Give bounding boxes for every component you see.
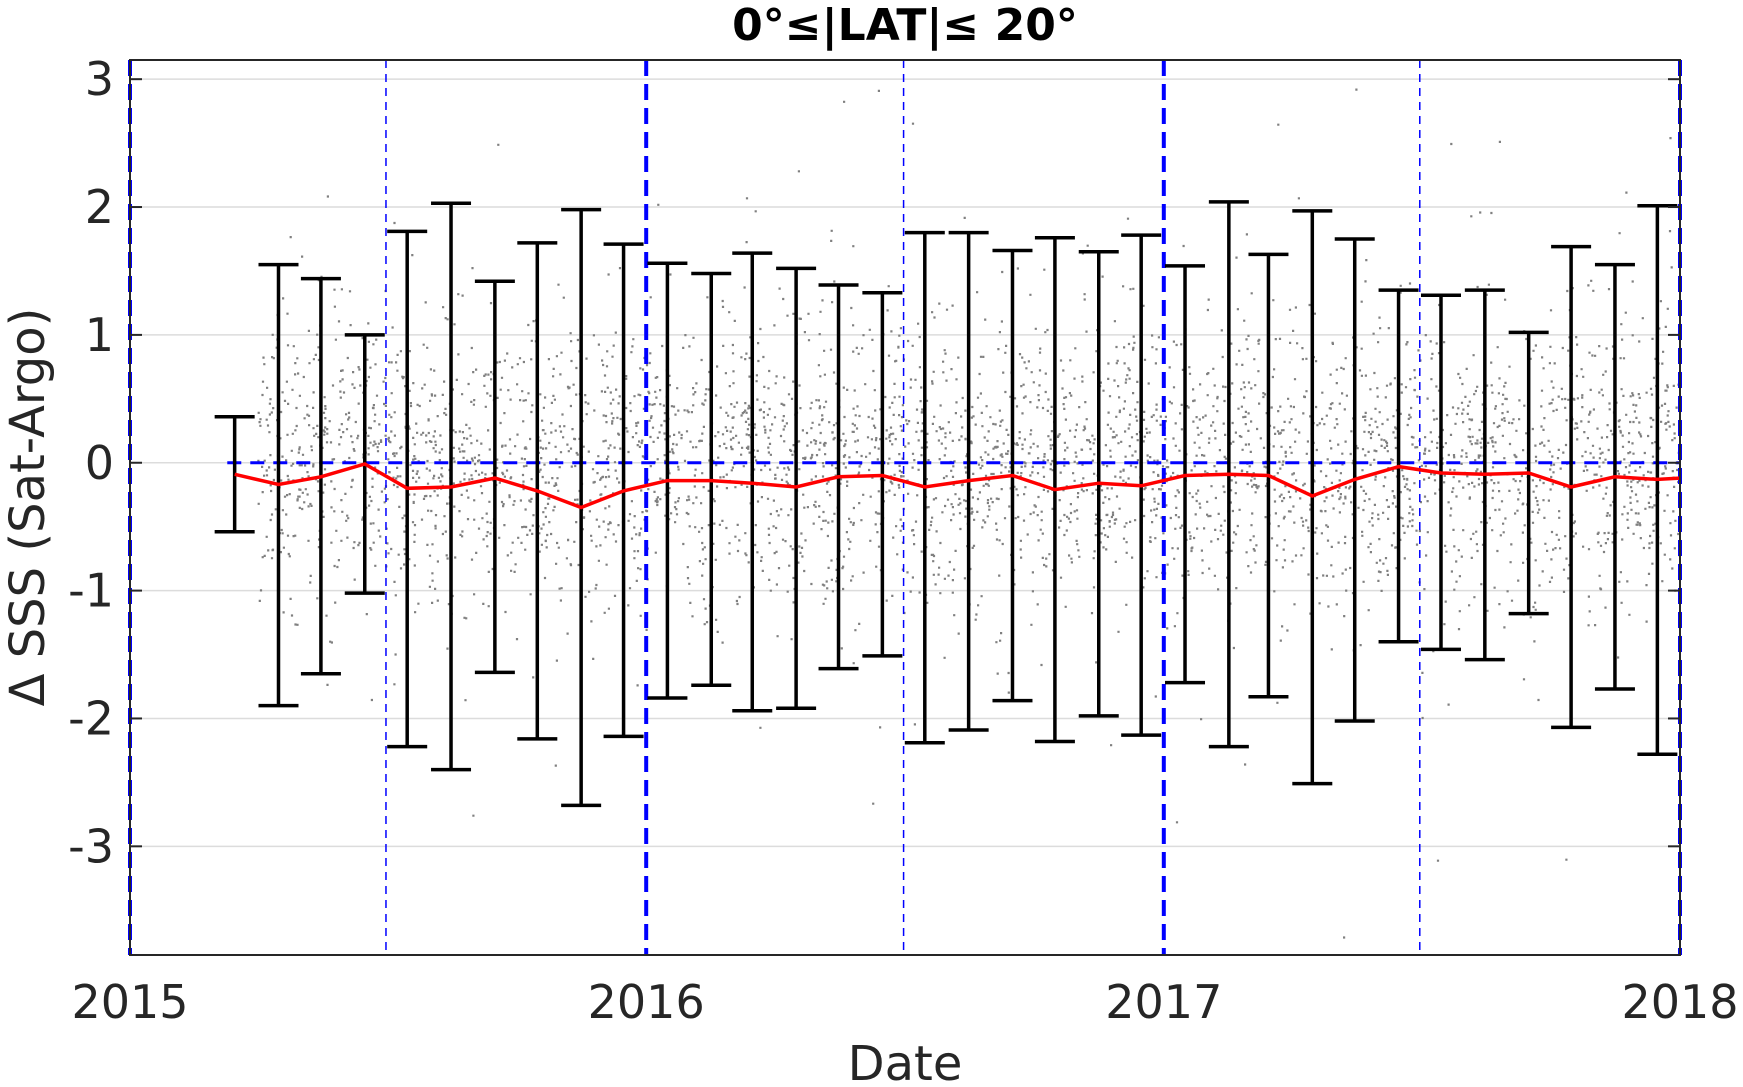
x-tick-label: 2016 [588,975,705,1029]
y-tick-label: -3 [68,819,114,873]
x-tick-label: 2018 [1621,975,1738,1029]
error-bar [214,414,255,534]
x-tick-label: 2017 [1105,975,1222,1029]
x-tick-label: 2015 [71,975,188,1029]
y-tick-label: 0 [85,436,114,490]
y-tick-label: -1 [68,564,114,618]
plot-area [130,60,1680,955]
y-axis-label: Δ SSS (Sat-Argo) [0,308,56,707]
chart-title: 0°≤|LAT|≤ 20° [732,0,1078,51]
y-tick-label: 2 [85,180,114,234]
plot-frame [129,59,1681,956]
y-tick-label: -2 [68,691,114,745]
x-axis-ticks: 2015 2016 2017 2018 [71,975,1738,1029]
y-tick-label: 1 [85,308,114,362]
x-axis-label: Date [848,1036,963,1087]
y-tick-label: 3 [85,52,114,106]
mean-line [234,462,1681,510]
y-axis-ticks: 3 2 1 0 -1 -2 -3 [68,52,1680,873]
